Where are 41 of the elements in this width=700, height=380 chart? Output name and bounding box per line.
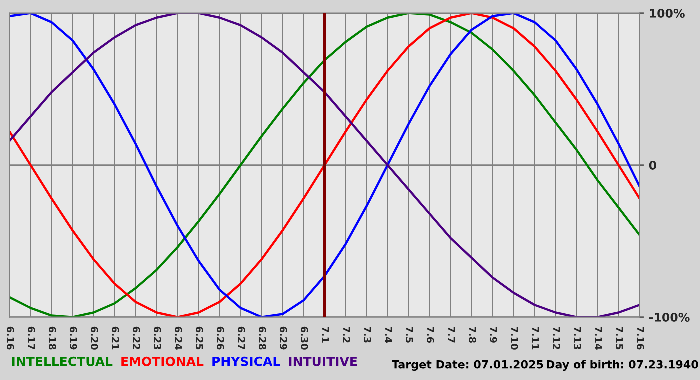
x-tick-label: 7.10 bbox=[510, 326, 518, 350]
x-tick-label: 7.3 bbox=[364, 326, 372, 343]
x-tick-label: 6.28 bbox=[258, 326, 266, 350]
x-tick-label: 7.13 bbox=[574, 326, 582, 350]
text: Day of birth: 07.23.1940 bbox=[547, 360, 698, 371]
text: Target Date: 07.01.2025 bbox=[392, 360, 544, 371]
x-tick-label: 7.8 bbox=[468, 326, 476, 343]
x-tick-label: 7.2 bbox=[343, 326, 350, 343]
x-tick-label: 6.25 bbox=[196, 326, 204, 350]
x-tick-label: 7.5 bbox=[406, 326, 414, 343]
x-tick-label: 7.15 bbox=[616, 326, 624, 350]
x-tick-label: 7.12 bbox=[553, 326, 560, 350]
line-series bbox=[10, 13, 640, 318]
y-tick-label: 100% bbox=[650, 9, 685, 18]
x-tick-label: 7.6 bbox=[426, 326, 434, 344]
text: PHYSICAL bbox=[212, 356, 280, 366]
text: EMOTIONAL bbox=[122, 356, 204, 366]
x-tick-label: 6.20 bbox=[90, 326, 98, 350]
x-tick-label: 7.14 bbox=[595, 326, 602, 350]
x-tick-label: 6.27 bbox=[238, 326, 246, 350]
x-tick-label: 7.4 bbox=[385, 326, 392, 344]
x-tick-label: 6.22 bbox=[132, 326, 140, 350]
x-tick-label: 6.23 bbox=[154, 326, 162, 350]
x-tick-label: 6.30 bbox=[300, 326, 308, 350]
x-tick-label: 7.16 bbox=[636, 326, 644, 350]
x-tick-label: 6.17 bbox=[28, 326, 36, 350]
x-tick-label: 6.16 bbox=[6, 326, 14, 350]
x-tick-label: 6.26 bbox=[216, 326, 224, 350]
x-tick-label: 6.24 bbox=[174, 326, 182, 350]
y-tick-label: -100% bbox=[649, 313, 690, 322]
y-tick-label: 0 bbox=[649, 161, 656, 170]
x-tick-label: 6.29 bbox=[280, 326, 288, 350]
x-tick-label: 6.21 bbox=[112, 326, 120, 350]
x-tick-label: 7.11 bbox=[532, 326, 540, 350]
text: INTELLECTUAL bbox=[12, 356, 113, 366]
x-tick-label: 7.9 bbox=[490, 326, 498, 343]
text: INTUITIVE bbox=[289, 357, 358, 366]
x-tick-label: 7.7 bbox=[448, 326, 456, 343]
x-tick-label: 6.18 bbox=[48, 326, 56, 350]
x-tick-label: 7.1 bbox=[322, 326, 330, 343]
x-tick-label: 6.19 bbox=[70, 326, 78, 350]
